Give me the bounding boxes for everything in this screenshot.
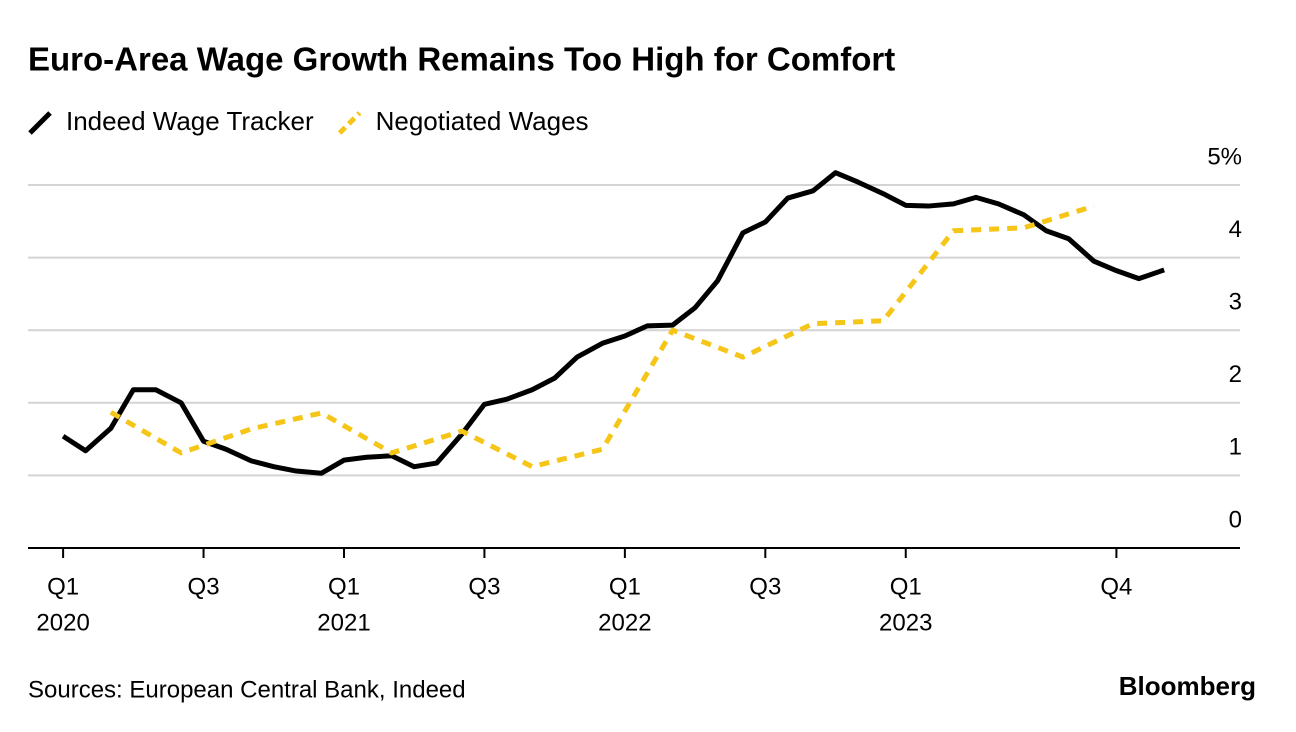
legend-label: Indeed Wage Tracker bbox=[66, 106, 314, 136]
x-tick-year: 2022 bbox=[598, 609, 651, 636]
y-tick-label: 0 bbox=[1229, 506, 1242, 533]
x-tick-label: Q3 bbox=[188, 573, 220, 600]
chart-title: Euro-Area Wage Growth Remains Too High f… bbox=[28, 41, 895, 78]
y-tick-label: 4 bbox=[1229, 216, 1242, 243]
x-tick-label: Q3 bbox=[749, 573, 781, 600]
y-tick-label: 2 bbox=[1229, 361, 1242, 388]
legend-swatch bbox=[28, 111, 52, 135]
x-tick-label: Q4 bbox=[1100, 573, 1132, 600]
y-tick-label: 3 bbox=[1229, 289, 1242, 316]
data-line bbox=[61, 170, 1165, 476]
x-tick-year: 2020 bbox=[36, 609, 89, 636]
source-note: Sources: European Central Bank, Indeed bbox=[28, 676, 466, 703]
legend-label: Negotiated Wages bbox=[376, 106, 589, 136]
x-tick-label: Q1 bbox=[47, 573, 79, 600]
y-tick-label: 5% bbox=[1207, 143, 1242, 170]
x-tick-year: 2023 bbox=[879, 609, 932, 636]
x-tick-label: Q1 bbox=[609, 573, 641, 600]
brand: Bloomberg bbox=[1119, 671, 1256, 701]
x-tick-label: Q3 bbox=[468, 573, 500, 600]
x-tick-year: 2021 bbox=[317, 609, 370, 636]
data-line bbox=[109, 203, 1095, 470]
y-tick-label: 1 bbox=[1229, 434, 1242, 461]
x-tick-label: Q1 bbox=[328, 573, 360, 600]
x-tick-label: Q1 bbox=[890, 573, 922, 600]
legend-swatch bbox=[337, 111, 362, 135]
